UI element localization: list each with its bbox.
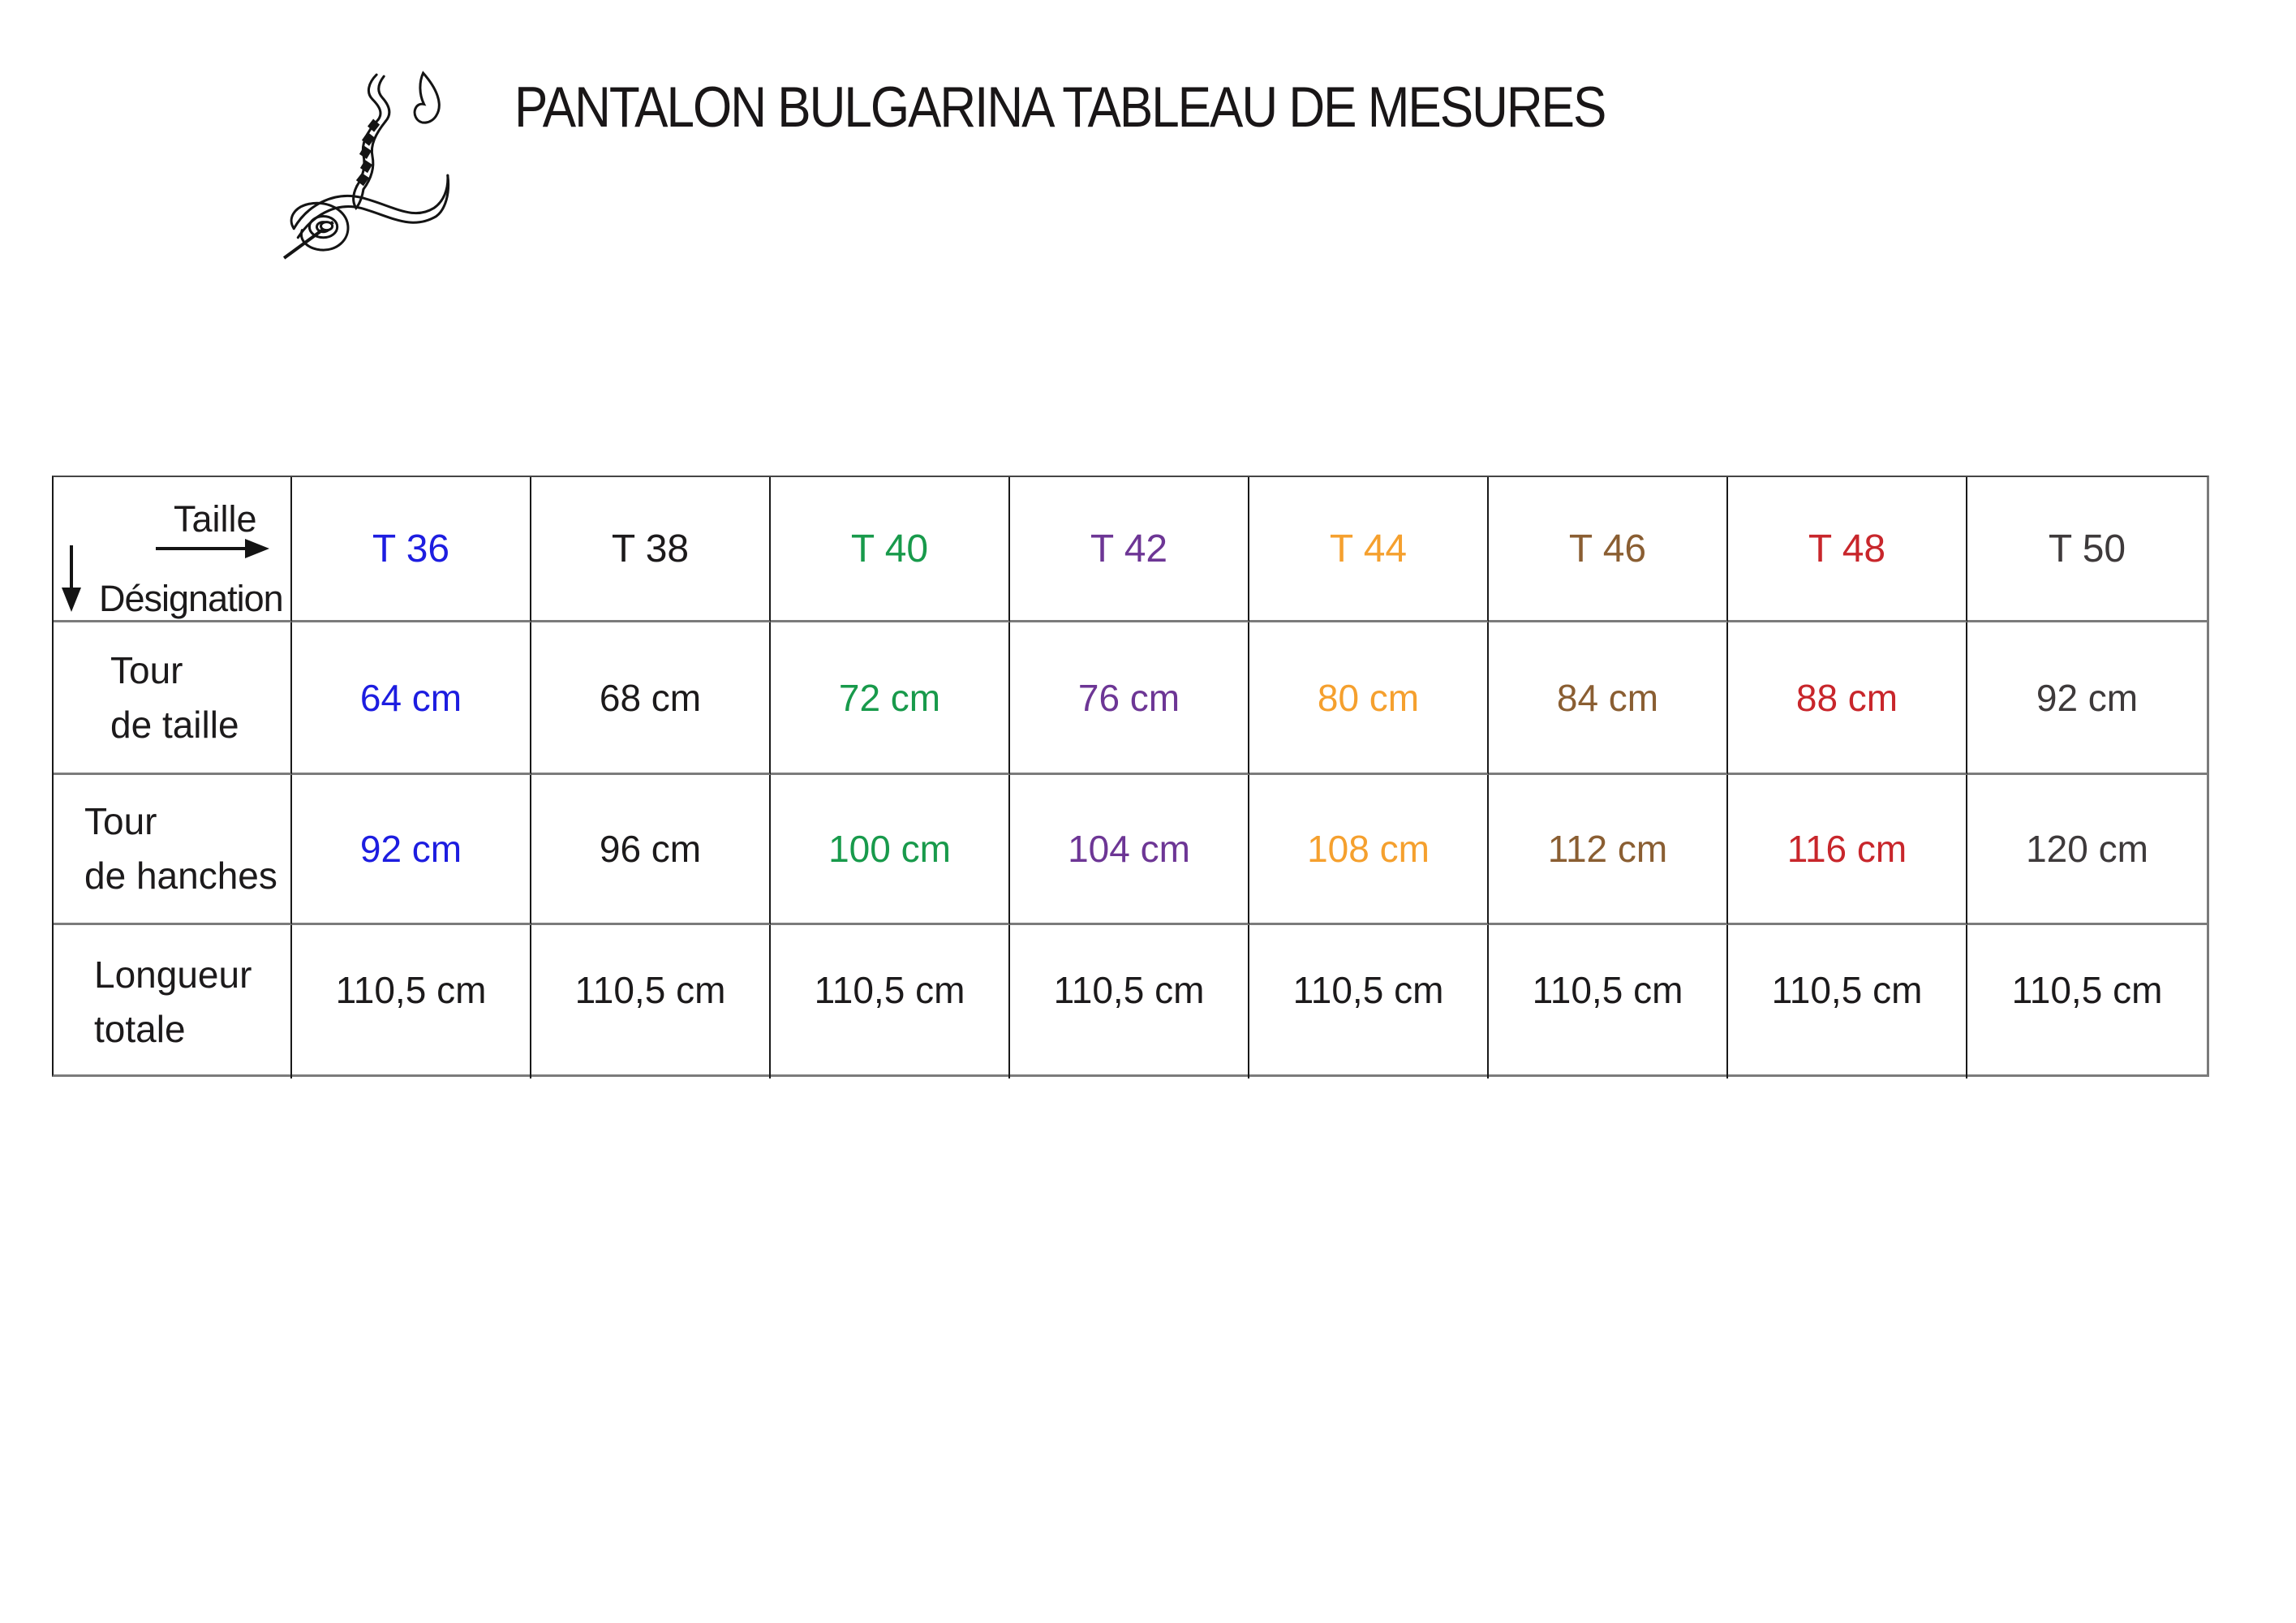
- right-arrow-icon: [156, 539, 269, 558]
- column-header-t36: T 36: [292, 477, 531, 622]
- brand-logo: [281, 68, 454, 263]
- column-header-t50: T 50: [1967, 477, 2207, 622]
- measurement-cell: 110,5 cm: [1010, 925, 1249, 1078]
- row-label-line: Longueur: [94, 953, 252, 996]
- column-header-t48: T 48: [1728, 477, 1967, 622]
- row-label-line: totale: [94, 1007, 186, 1050]
- measurement-cell: 72 cm: [771, 622, 1010, 775]
- measurement-cell: 110,5 cm: [292, 925, 531, 1078]
- measurement-cell: 100 cm: [771, 775, 1010, 925]
- taille-axis-label: Taille: [174, 498, 257, 540]
- measurement-cell: 108 cm: [1249, 775, 1489, 925]
- measurement-cell: 84 cm: [1489, 622, 1728, 775]
- row-label-tour-de-taille: Tour de taille: [54, 622, 292, 775]
- table-corner-cell: Taille Désignation: [54, 477, 292, 622]
- column-header-t40: T 40: [771, 477, 1010, 622]
- measurement-cell: 92 cm: [1967, 622, 2207, 775]
- measurement-cell: 110,5 cm: [771, 925, 1010, 1078]
- measurement-cell: 110,5 cm: [1728, 925, 1967, 1078]
- row-label-line: de hanches: [84, 855, 277, 897]
- measurement-cell: 110,5 cm: [1489, 925, 1728, 1078]
- measurements-table: Taille Désignation T 36 T 38 T 40 T 42 T…: [52, 476, 2209, 1078]
- row-label-tour-de-hanches: Tour de hanches: [54, 775, 292, 925]
- measurement-cell: 112 cm: [1489, 775, 1728, 925]
- measurement-cell: 110,5 cm: [2011, 968, 2163, 1011]
- measurement-cell: 120 cm: [1967, 775, 2207, 925]
- measurement-cell: 92 cm: [292, 775, 531, 925]
- column-header-t42: T 42: [1010, 477, 1249, 622]
- column-header-t46: T 46: [1489, 477, 1728, 622]
- row-label-longueur-totale: Longueur totale: [54, 925, 292, 1078]
- measurement-cell: 110,5 cm: [1249, 925, 1489, 1078]
- row-label-line: de taille: [110, 703, 239, 746]
- measurement-cell: 110,5 cm: [531, 925, 771, 1078]
- ribbon-needle-icon: [282, 71, 450, 260]
- designation-axis-label: Désignation: [99, 578, 284, 619]
- down-arrow-icon: [62, 545, 81, 612]
- page-title: PANTALON BULGARINA TABLEAU DE MESURES: [514, 75, 1606, 140]
- measurement-cell: 116 cm: [1728, 775, 1967, 925]
- column-header-t44: T 44: [1249, 477, 1489, 622]
- row-label-line: Tour: [110, 648, 183, 691]
- column-header-t38: T 38: [531, 477, 771, 622]
- row-label-line: Tour: [84, 800, 157, 843]
- measurement-cell: 76 cm: [1010, 622, 1249, 775]
- measurement-cell: 80 cm: [1249, 622, 1489, 775]
- measurement-cell: 104 cm: [1010, 775, 1249, 925]
- measurement-cell: 64 cm: [292, 622, 531, 775]
- measurement-cell: 68 cm: [531, 622, 771, 775]
- measurement-cell: 96 cm: [531, 775, 771, 925]
- measurement-cell: 88 cm: [1728, 622, 1967, 775]
